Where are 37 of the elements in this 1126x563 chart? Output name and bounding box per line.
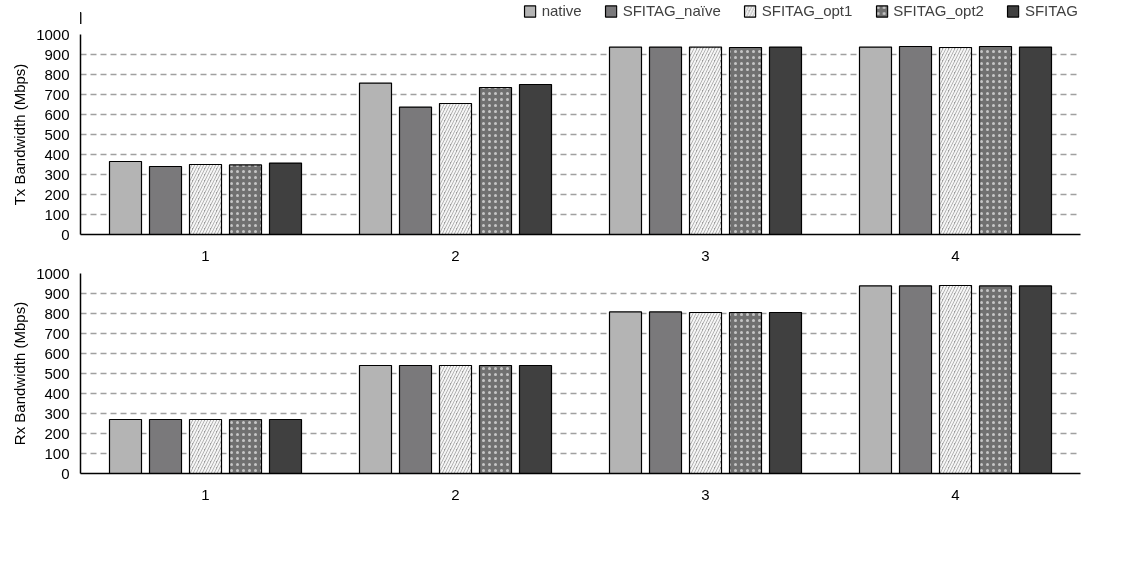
y-tick-label: 700 bbox=[44, 85, 70, 103]
legend-label: native bbox=[541, 2, 582, 19]
y-tick-label: 900 bbox=[44, 45, 70, 63]
x-tick-label: 2 bbox=[451, 246, 460, 264]
x-tick-label: 3 bbox=[701, 246, 710, 264]
y-tick-label: 1000 bbox=[36, 264, 70, 282]
y-tick-label: 800 bbox=[44, 304, 70, 322]
y-tick-label: 1000 bbox=[36, 25, 70, 43]
x-tick-label: 1 bbox=[201, 246, 210, 264]
y-tick-label: 0 bbox=[61, 464, 70, 482]
y-tick-label: 100 bbox=[44, 205, 70, 223]
y-tick-label: 600 bbox=[44, 105, 70, 123]
legend-label: SFITAG_naïve bbox=[622, 2, 721, 19]
x-tick-label: 3 bbox=[701, 485, 710, 503]
y-tick-label: 400 bbox=[44, 145, 70, 163]
y-tick-label: 900 bbox=[44, 284, 70, 302]
y-tick-label: 200 bbox=[44, 424, 70, 442]
y-tick-label: 300 bbox=[44, 165, 70, 183]
x-tick-label: 4 bbox=[951, 485, 960, 503]
y-tick-label: 500 bbox=[44, 364, 70, 382]
legend-label: SFITAG bbox=[1024, 2, 1078, 19]
legend-label: SFITAG_opt2 bbox=[893, 2, 984, 19]
y-axis-title: Rx Bandwidth (Mbps) bbox=[11, 301, 29, 446]
y-tick-label: 400 bbox=[44, 384, 70, 402]
x-tick-label: 4 bbox=[951, 246, 960, 264]
y-tick-label: 0 bbox=[61, 225, 70, 243]
y-axis-title: Tx Bandwidth (Mbps) bbox=[11, 63, 29, 206]
x-tick-label: 1 bbox=[201, 485, 210, 503]
y-tick-label: 700 bbox=[44, 324, 70, 342]
x-tick-label: 2 bbox=[451, 485, 460, 503]
y-tick-label: 200 bbox=[44, 185, 70, 203]
y-tick-label: 300 bbox=[44, 404, 70, 422]
y-tick-label: 500 bbox=[44, 125, 70, 143]
y-tick-label: 100 bbox=[44, 444, 70, 462]
legend-label: SFITAG_opt1 bbox=[761, 2, 853, 19]
y-tick-label: 600 bbox=[44, 344, 70, 362]
y-tick-label: 800 bbox=[44, 65, 70, 83]
